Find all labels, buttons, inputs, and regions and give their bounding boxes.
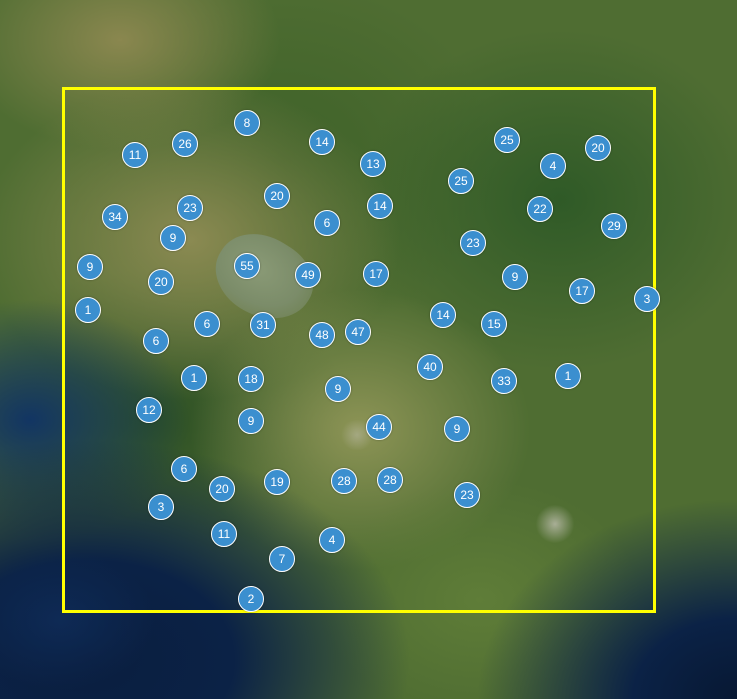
- cluster-marker[interactable]: 33: [491, 368, 517, 394]
- cluster-marker[interactable]: 7: [269, 546, 295, 572]
- cluster-marker[interactable]: 26: [172, 131, 198, 157]
- cluster-marker[interactable]: 14: [430, 302, 456, 328]
- cluster-marker[interactable]: 20: [264, 183, 290, 209]
- cluster-marker[interactable]: 9: [160, 225, 186, 251]
- cluster-marker[interactable]: 9: [325, 376, 351, 402]
- cluster-marker[interactable]: 6: [194, 311, 220, 337]
- cluster-marker[interactable]: 8: [234, 110, 260, 136]
- cluster-marker[interactable]: 3: [634, 286, 660, 312]
- cluster-marker[interactable]: 20: [585, 135, 611, 161]
- cluster-marker[interactable]: 28: [377, 467, 403, 493]
- cluster-marker[interactable]: 4: [540, 153, 566, 179]
- cluster-marker[interactable]: 12: [136, 397, 162, 423]
- cluster-marker[interactable]: 2: [238, 586, 264, 612]
- cluster-marker[interactable]: 34: [102, 204, 128, 230]
- cluster-marker[interactable]: 17: [569, 278, 595, 304]
- city-area: [535, 505, 575, 543]
- cluster-marker[interactable]: 29: [601, 213, 627, 239]
- cluster-marker[interactable]: 3: [148, 494, 174, 520]
- cluster-marker[interactable]: 13: [360, 151, 386, 177]
- cluster-marker[interactable]: 47: [345, 319, 371, 345]
- cluster-marker[interactable]: 19: [264, 469, 290, 495]
- cluster-marker[interactable]: 9: [502, 264, 528, 290]
- cluster-marker[interactable]: 25: [494, 127, 520, 153]
- cluster-marker[interactable]: 4: [319, 527, 345, 553]
- cluster-marker[interactable]: 40: [417, 354, 443, 380]
- cluster-marker[interactable]: 22: [527, 196, 553, 222]
- cluster-marker[interactable]: 11: [122, 142, 148, 168]
- cluster-marker[interactable]: 48: [309, 322, 335, 348]
- cluster-marker[interactable]: 18: [238, 366, 264, 392]
- cluster-marker[interactable]: 14: [367, 193, 393, 219]
- cluster-marker[interactable]: 17: [363, 261, 389, 287]
- cluster-marker[interactable]: 31: [250, 312, 276, 338]
- cluster-marker[interactable]: 20: [148, 269, 174, 295]
- cluster-marker[interactable]: 9: [77, 254, 103, 280]
- cluster-marker[interactable]: 23: [454, 482, 480, 508]
- cluster-marker[interactable]: 14: [309, 129, 335, 155]
- cluster-marker[interactable]: 6: [143, 328, 169, 354]
- cluster-marker[interactable]: 1: [75, 297, 101, 323]
- cluster-marker[interactable]: 9: [444, 416, 470, 442]
- cluster-marker[interactable]: 28: [331, 468, 357, 494]
- cluster-marker[interactable]: 6: [314, 210, 340, 236]
- cluster-marker[interactable]: 9: [238, 408, 264, 434]
- cluster-marker[interactable]: 49: [295, 262, 321, 288]
- cluster-marker[interactable]: 55: [234, 253, 260, 279]
- cluster-marker[interactable]: 11: [211, 521, 237, 547]
- cluster-marker[interactable]: 1: [555, 363, 581, 389]
- cluster-marker[interactable]: 25: [448, 168, 474, 194]
- cluster-marker[interactable]: 20: [209, 476, 235, 502]
- cluster-marker[interactable]: 15: [481, 311, 507, 337]
- cluster-marker[interactable]: 44: [366, 414, 392, 440]
- cluster-marker[interactable]: 6: [171, 456, 197, 482]
- cluster-marker[interactable]: 1: [181, 365, 207, 391]
- cluster-marker[interactable]: 23: [177, 195, 203, 221]
- cluster-marker[interactable]: 23: [460, 230, 486, 256]
